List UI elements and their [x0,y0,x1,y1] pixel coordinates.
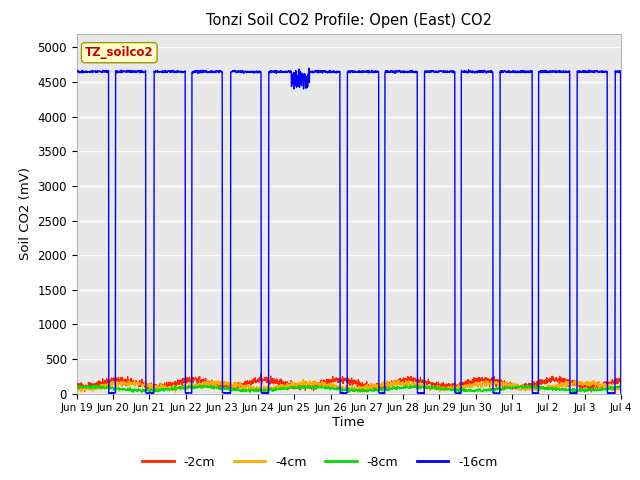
X-axis label: Time: Time [333,416,365,429]
Text: TZ_soilco2: TZ_soilco2 [85,46,154,59]
Title: Tonzi Soil CO2 Profile: Open (East) CO2: Tonzi Soil CO2 Profile: Open (East) CO2 [206,13,492,28]
Y-axis label: Soil CO2 (mV): Soil CO2 (mV) [19,167,32,260]
Legend: -2cm, -4cm, -8cm, -16cm: -2cm, -4cm, -8cm, -16cm [138,451,502,474]
